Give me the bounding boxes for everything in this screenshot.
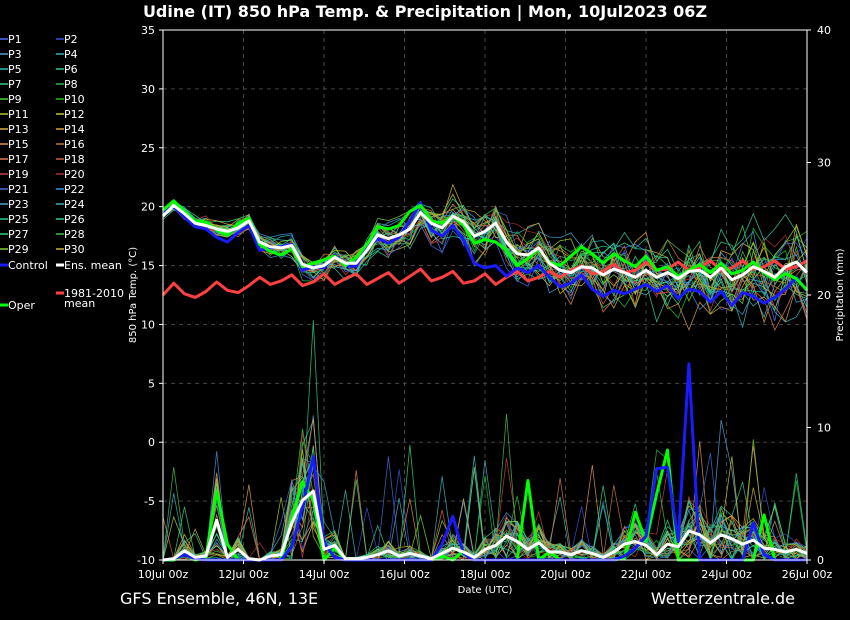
x-tick-label: 10Jul 00z bbox=[138, 568, 189, 581]
legend-entry: P12 bbox=[64, 108, 85, 121]
y-tick-label: 15 bbox=[141, 260, 155, 273]
member-temp-line-p24 bbox=[162, 204, 808, 308]
y2-tick-label: 30 bbox=[817, 157, 831, 170]
legend-entry: P8 bbox=[64, 78, 78, 91]
legend-entry: P17 bbox=[8, 153, 29, 166]
legend-entry: P18 bbox=[64, 153, 85, 166]
member-temp-line-p30 bbox=[162, 183, 808, 312]
x-tick-label: 24Jul 00z bbox=[701, 568, 752, 581]
legend-entry: P14 bbox=[64, 123, 85, 136]
legend-entry: P4 bbox=[64, 48, 78, 61]
y-axis-label: 850 hPa Temp. (°C) bbox=[128, 247, 139, 343]
legend-entry: P11 bbox=[8, 108, 29, 121]
x-tick-label: 20Jul 00z bbox=[540, 568, 591, 581]
y-tick-label: -10 bbox=[137, 554, 155, 567]
footer-site-credit: Wetterzentrale.de bbox=[651, 589, 795, 608]
y-tick-label: 0 bbox=[148, 436, 155, 449]
member-precip-line-p23 bbox=[162, 465, 808, 561]
x-tick-label: 18Jul 00z bbox=[460, 568, 511, 581]
y2-tick-label: 20 bbox=[817, 289, 831, 302]
x-tick-label: 22Jul 00z bbox=[621, 568, 672, 581]
legend-entry: P7 bbox=[8, 78, 22, 91]
y2-axis-label: Precipitation (mm) bbox=[835, 248, 846, 341]
y-tick-label: 35 bbox=[141, 24, 155, 37]
x-tick-label: 14Jul 00z bbox=[299, 568, 350, 581]
legend-entry: Control bbox=[8, 259, 48, 272]
y-tick-label: -5 bbox=[144, 495, 155, 508]
legend-entry: P15 bbox=[8, 138, 29, 151]
y-tick-label: 20 bbox=[141, 201, 155, 214]
legend-entry: P29 bbox=[8, 243, 29, 256]
legend-entry: P22 bbox=[64, 183, 85, 196]
legend-entry: P21 bbox=[8, 183, 29, 196]
legend-entry: P25 bbox=[8, 213, 29, 226]
member-temp-line-p29 bbox=[162, 205, 808, 315]
x-tick-label: 12Jul 00z bbox=[218, 568, 269, 581]
y2-tick-label: 40 bbox=[817, 24, 831, 37]
y-tick-label: 10 bbox=[141, 318, 155, 331]
legend-entry: Ens. mean bbox=[64, 259, 122, 272]
series-line-oper bbox=[162, 199, 809, 292]
legend-entry: P6 bbox=[64, 63, 78, 76]
y-tick-label: 25 bbox=[141, 142, 155, 155]
legend-entry: P20 bbox=[64, 168, 85, 181]
legend-entry: P27 bbox=[8, 228, 29, 241]
legend-entry: P26 bbox=[64, 213, 85, 226]
member-temp-line-p28 bbox=[162, 202, 808, 295]
series-line-ens-mean-precip bbox=[162, 489, 808, 562]
y2-tick-label: 0 bbox=[817, 554, 824, 567]
legend-entry: P23 bbox=[8, 198, 29, 211]
legend-entry: P19 bbox=[8, 168, 29, 181]
footer-model-info: GFS Ensemble, 46N, 13E bbox=[120, 589, 318, 608]
x-axis-label: Date (UTC) bbox=[458, 585, 513, 596]
y-tick-label: 5 bbox=[148, 377, 155, 390]
legend-entry: P24 bbox=[64, 198, 85, 211]
legend-entry: 1981-2010 bbox=[64, 287, 124, 300]
chart-title: Udine (IT) 850 hPa Temp. & Precipitation… bbox=[143, 2, 707, 22]
legend-entry: Oper bbox=[8, 299, 35, 312]
axes-group: 35 30 25 20 15 10 5 0 -5 -10 40 30 20 10 0 10Jul 00z 12J… bbox=[128, 24, 846, 596]
legend-entry: P28 bbox=[64, 228, 85, 241]
x-tick-label: 26Jul 00z bbox=[782, 568, 833, 581]
series-line-1981-2010-mean bbox=[161, 259, 808, 299]
legend-entry: P5 bbox=[8, 63, 22, 76]
legend-entry: P13 bbox=[8, 123, 29, 136]
legend-entry: P3 bbox=[8, 48, 22, 61]
y2-tick-label: 10 bbox=[817, 422, 831, 435]
legend-entry: P2 bbox=[64, 33, 78, 46]
legend: P1 P2 P3 P4 P5 P6 P7 P8 P9 P10 P11 P12 P13 P14 P15 P16 P… bbox=[0, 33, 124, 312]
x-tick-label: 16Jul 00z bbox=[379, 568, 430, 581]
legend-entry: P9 bbox=[8, 93, 22, 106]
series-line-ens-mean bbox=[161, 204, 809, 282]
legend-entry: P16 bbox=[64, 138, 85, 151]
legend-entry: P30 bbox=[64, 243, 85, 256]
member-precip-line-p27 bbox=[162, 444, 808, 561]
legend-entry-cont: mean bbox=[64, 297, 95, 310]
legend-entry: P1 bbox=[8, 33, 22, 46]
legend-entry: P10 bbox=[64, 93, 85, 106]
y-tick-label: 30 bbox=[141, 83, 155, 96]
